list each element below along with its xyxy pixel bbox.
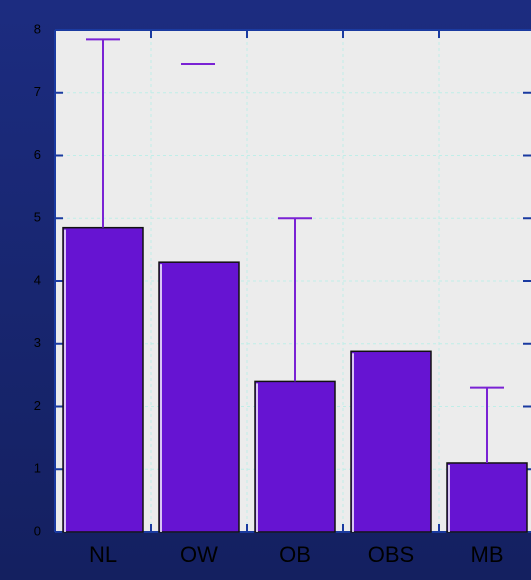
y-tick-label: 4	[34, 272, 41, 287]
bar	[446, 462, 528, 533]
y-tick-label: 8	[34, 21, 41, 36]
x-tick-label: MB	[471, 542, 504, 567]
y-tick-label: 5	[34, 210, 41, 225]
x-tick-label: OW	[180, 542, 218, 567]
bar	[254, 380, 336, 533]
bar	[62, 226, 144, 533]
x-tick-label: OB	[279, 542, 311, 567]
y-tick-label: 7	[34, 84, 41, 99]
y-tick-label: 6	[34, 147, 41, 162]
y-tick-label: 2	[34, 398, 41, 413]
y-tick-label: 0	[34, 523, 41, 538]
bar	[350, 350, 432, 533]
y-tick-label: 1	[34, 461, 41, 476]
x-tick-label: OBS	[368, 542, 414, 567]
y-tick-label: 3	[34, 335, 41, 350]
x-tick-label: NL	[89, 542, 117, 567]
bar	[158, 261, 240, 533]
